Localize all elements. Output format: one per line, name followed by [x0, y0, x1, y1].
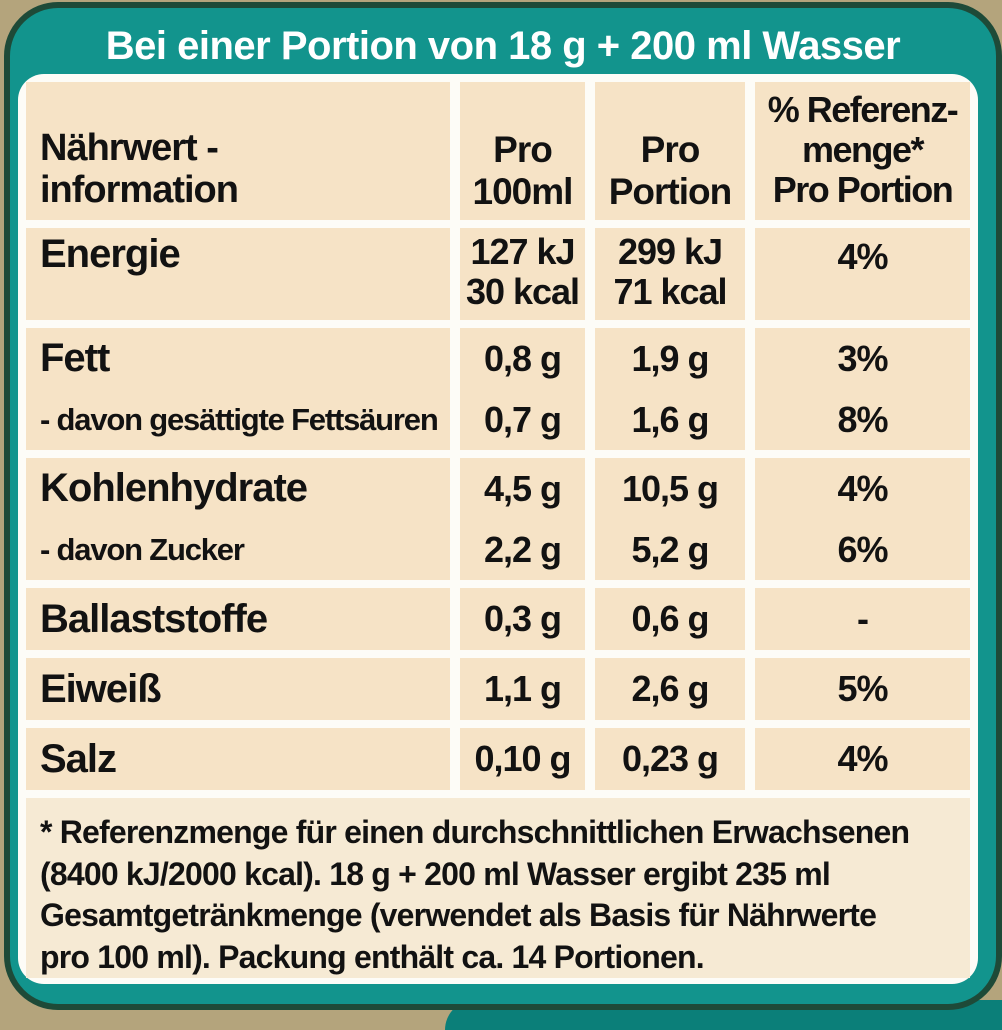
value-per-100ml-sub: 0,7 g: [483, 398, 562, 440]
value-reference-sub: 6%: [837, 528, 888, 570]
value-per-portion: 10,5 g: [621, 467, 719, 509]
value-per-portion-sub: 1,6 g: [631, 398, 709, 440]
value-per-portion-sub: 5,2 g: [631, 528, 709, 570]
table-header-row: Nährwert - information Pro 100ml Pro Por…: [26, 82, 970, 220]
cell-kohlenhydrate-reference: 4% 6%: [755, 458, 970, 580]
cell-fett-portion: 1,9 g 1,6 g: [595, 328, 745, 450]
cell-kohlenhydrate-labels: Kohlenhydrate - davon Zucker: [26, 458, 450, 580]
nutrition-table: Nährwert - information Pro 100ml Pro Por…: [18, 74, 978, 984]
nutrition-label-card: Bei einer Portion von 18 g + 200 ml Wass…: [4, 2, 1002, 1010]
column-label-reference: % Referenz- menge* Pro Portion: [767, 88, 959, 211]
cell-energie-reference: 4%: [755, 228, 970, 320]
cell-salz-label: Salz: [26, 728, 450, 790]
value-per-100ml: 0,3 g: [483, 598, 562, 639]
cell-ballaststoffe-reference: -: [755, 588, 970, 650]
value-per-portion: 2,6 g: [631, 668, 709, 709]
column-label-per-100ml: Pro 100ml: [472, 129, 574, 212]
table-row-salz: Salz 0,10 g 0,23 g 4%: [26, 728, 970, 790]
cell-kohlenhydrate-per100: 4,5 g 2,2 g: [460, 458, 585, 580]
value-reference-sub: 8%: [837, 398, 888, 440]
column-label-per-portion: Pro Portion: [608, 129, 732, 212]
cell-salz-portion: 0,23 g: [595, 728, 745, 790]
value-reference: 5%: [837, 668, 888, 709]
table-row-eiweiss: Eiweiß 1,1 g 2,6 g 5%: [26, 658, 970, 720]
cell-fett-labels: Fett - davon gesättigte Fettsäuren: [26, 328, 450, 450]
value-per-portion: 1,9 g: [631, 337, 709, 379]
cell-eiweiss-per100: 1,1 g: [460, 658, 585, 720]
cell-salz-per100: 0,10 g: [460, 728, 585, 790]
reference-footnote: * Referenzmenge für einen durchschnittli…: [26, 798, 970, 979]
table-row-energie: Energie 127 kJ 30 kcal 299 kJ 71 kcal 4%: [26, 228, 970, 320]
cell-energie-portion: 299 kJ 71 kcal: [595, 228, 745, 320]
row-label: Salz: [40, 736, 117, 781]
cell-ballaststoffe-portion: 0,6 g: [595, 588, 745, 650]
header-cell-reference: % Referenz- menge* Pro Portion: [755, 82, 970, 220]
cell-salz-reference: 4%: [755, 728, 970, 790]
table-row-kohlenhydrate: Kohlenhydrate - davon Zucker 4,5 g 2,2 g…: [26, 458, 970, 580]
value-per-portion: 0,23 g: [621, 738, 719, 779]
row-label: Energie: [40, 232, 181, 276]
cell-eiweiss-reference: 5%: [755, 658, 970, 720]
value-reference: -: [857, 598, 869, 639]
row-sublabel: - davon gesättigte Fettsäuren: [40, 401, 439, 437]
row-label: Fett: [40, 336, 110, 380]
header-cell-name: Nährwert - information: [26, 82, 450, 220]
value-reference: 3%: [837, 337, 888, 379]
cell-energie-label: Energie: [26, 228, 450, 320]
column-label-nutrition-info: Nährwert - information: [40, 126, 239, 212]
value-per-portion: 299 kJ 71 kcal: [613, 231, 727, 313]
value-per-portion: 0,6 g: [631, 598, 709, 639]
value-reference: 4%: [837, 236, 888, 277]
cell-eiweiss-label: Eiweiß: [26, 658, 450, 720]
value-per-100ml: 127 kJ 30 kcal: [465, 231, 580, 313]
cell-fett-reference: 3% 8%: [755, 328, 970, 450]
value-per-100ml-sub: 2,2 g: [483, 528, 562, 570]
cell-energie-per100: 127 kJ 30 kcal: [460, 228, 585, 320]
cell-eiweiss-portion: 2,6 g: [595, 658, 745, 720]
portion-header: Bei einer Portion von 18 g + 200 ml Wass…: [105, 24, 901, 68]
row-label: Ballaststoffe: [40, 596, 268, 641]
header-cell-portion: Pro Portion: [595, 82, 745, 220]
value-per-100ml: 1,1 g: [483, 668, 562, 709]
value-per-100ml: 4,5 g: [483, 467, 562, 509]
table-row-ballaststoffe: Ballaststoffe 0,3 g 0,6 g -: [26, 588, 970, 650]
value-per-100ml: 0,8 g: [483, 337, 562, 379]
row-label: Kohlenhydrate: [40, 466, 308, 510]
value-per-100ml: 0,10 g: [474, 738, 571, 779]
row-sublabel: - davon Zucker: [40, 531, 245, 567]
value-reference: 4%: [837, 467, 888, 509]
value-reference: 4%: [837, 738, 888, 779]
header-cell-per100: Pro 100ml: [460, 82, 585, 220]
cell-ballaststoffe-label: Ballaststoffe: [26, 588, 450, 650]
cell-fett-per100: 0,8 g 0,7 g: [460, 328, 585, 450]
table-row-fett: Fett - davon gesättigte Fettsäuren 0,8 g…: [26, 328, 970, 450]
cell-ballaststoffe-per100: 0,3 g: [460, 588, 585, 650]
row-label: Eiweiß: [40, 666, 162, 711]
cell-kohlenhydrate-portion: 10,5 g 5,2 g: [595, 458, 745, 580]
